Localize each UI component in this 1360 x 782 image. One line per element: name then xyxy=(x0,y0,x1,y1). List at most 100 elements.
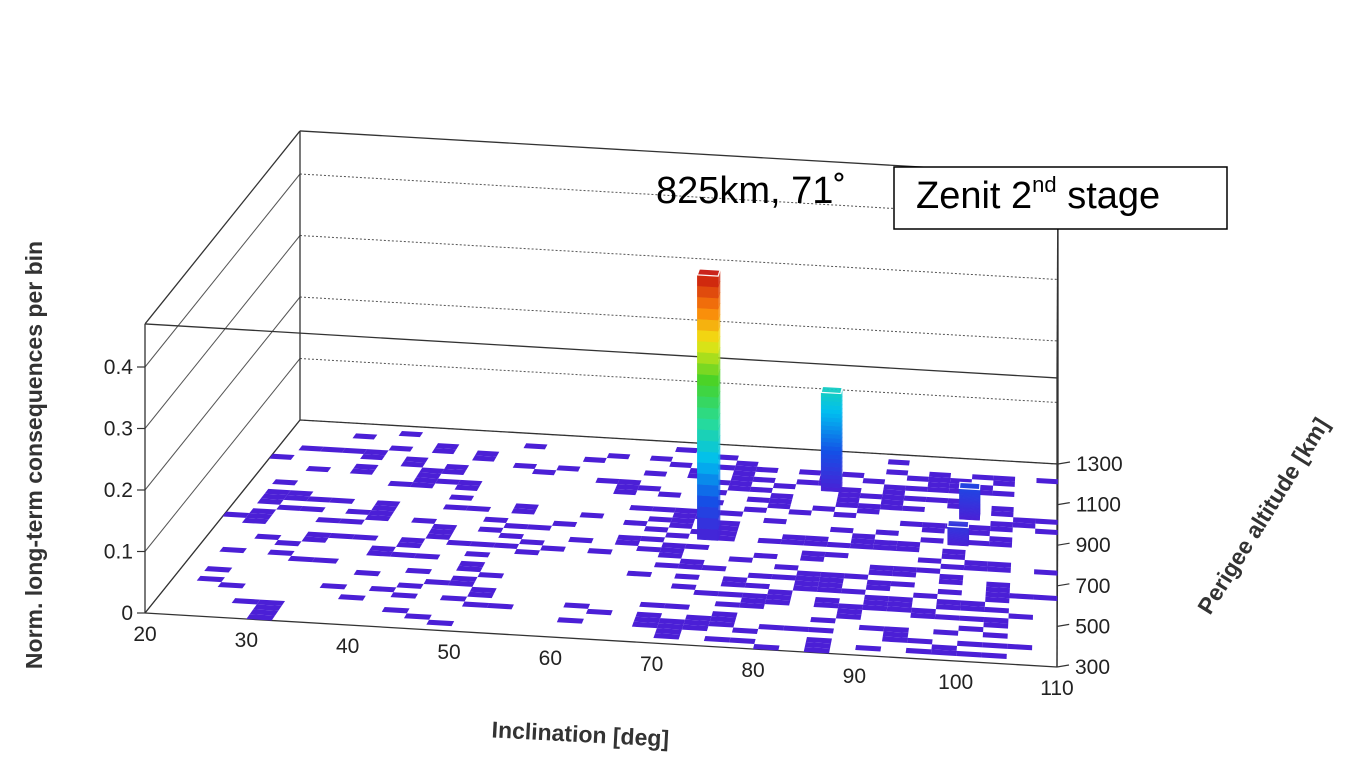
bin-tile xyxy=(711,611,738,618)
bin-tile xyxy=(879,504,903,511)
bin-tile xyxy=(799,555,825,562)
bin-tile xyxy=(683,619,710,627)
bin-tile xyxy=(412,477,439,484)
bin-tile xyxy=(767,502,791,510)
bin-tile xyxy=(851,533,876,540)
bin-tile xyxy=(714,525,739,532)
bin-tile xyxy=(338,518,365,525)
bin-tile xyxy=(855,644,882,652)
bin-tile xyxy=(651,506,677,513)
bin-tile xyxy=(640,536,666,543)
bin-tile xyxy=(670,583,697,590)
bin-tile xyxy=(986,581,1011,589)
bin-tile xyxy=(613,488,638,496)
bin-tile xyxy=(196,575,225,583)
bin-tile xyxy=(337,594,366,601)
bin-tile xyxy=(937,588,963,596)
bin-tile xyxy=(456,565,483,573)
tall-bar xyxy=(958,481,981,521)
bin-tile xyxy=(993,480,1015,487)
bin-tile xyxy=(771,574,797,581)
side-wall-gridline xyxy=(144,173,301,368)
bin-tile xyxy=(1013,517,1036,524)
bin-tile xyxy=(245,513,273,520)
box-label-superscript: nd xyxy=(1032,172,1056,197)
bin-tile xyxy=(519,539,545,546)
bin-tile xyxy=(633,616,661,624)
bin-tile xyxy=(511,508,537,515)
bin-tile xyxy=(656,623,684,630)
bin-tile xyxy=(929,471,952,479)
bin-tile xyxy=(349,468,376,475)
bar-face-segment xyxy=(697,472,719,486)
bin-tile xyxy=(907,637,933,645)
bin-tile xyxy=(792,585,818,592)
bin-tile xyxy=(448,494,475,501)
bin-tile xyxy=(400,461,426,468)
bin-tile xyxy=(716,520,741,527)
bin-tile xyxy=(803,540,828,547)
bar-top-cap xyxy=(947,519,970,529)
bar-face-segment xyxy=(697,307,719,321)
bin-tile xyxy=(423,579,451,586)
bin-tile xyxy=(395,542,423,549)
bin-tile xyxy=(903,495,927,502)
bin-tile xyxy=(743,506,768,513)
y-tick-mark xyxy=(1056,664,1070,668)
tall-bar xyxy=(820,385,843,493)
bar-face-segment xyxy=(697,461,719,475)
bin-tile xyxy=(992,490,1015,497)
bin-tile xyxy=(899,520,923,528)
bin-tile xyxy=(219,546,247,554)
bar-face-segment xyxy=(697,395,719,409)
bin-tile xyxy=(906,475,929,482)
peak-annotation: 825km, 71˚ xyxy=(656,170,846,212)
bin-tile xyxy=(287,490,314,497)
bin-tile xyxy=(729,637,756,645)
x-tick-label: 80 xyxy=(741,659,764,682)
bin-tile xyxy=(622,519,648,527)
back-wall-gridline xyxy=(299,296,1059,342)
bin-tile xyxy=(684,543,710,551)
bin-tile xyxy=(531,469,557,476)
bar-face-segment xyxy=(697,439,719,453)
bin-tile xyxy=(840,588,866,595)
bin-tile xyxy=(413,553,441,560)
x-tick-label: 60 xyxy=(539,647,562,670)
bin-tile xyxy=(731,627,759,635)
z-tick-label: 0.4 xyxy=(104,356,134,379)
bin-tile xyxy=(374,500,401,507)
bin-tile xyxy=(850,538,875,545)
bin-tile xyxy=(465,505,492,512)
bin-tile xyxy=(503,523,529,530)
x-tick-label: 70 xyxy=(640,653,663,676)
bin-tile xyxy=(655,628,682,635)
bar-face-segment xyxy=(697,362,719,376)
bin-tile xyxy=(749,486,773,493)
bin-tile xyxy=(398,430,424,438)
bar-face-segment xyxy=(697,528,719,541)
bin-tile xyxy=(717,591,744,598)
bar-top-cap xyxy=(696,268,721,277)
bin-tile xyxy=(886,606,912,613)
bin-tile xyxy=(838,486,862,494)
bin-tile xyxy=(892,566,917,573)
bar-face-segment xyxy=(697,340,719,354)
back-wall-gridline xyxy=(299,358,1059,403)
bin-tile xyxy=(551,520,578,528)
bin-tile xyxy=(304,531,332,538)
bin-tile xyxy=(353,569,381,577)
bin-tile xyxy=(439,595,468,602)
bin-tile xyxy=(315,517,342,524)
bin-tile xyxy=(829,526,854,534)
bin-tile xyxy=(956,650,982,658)
bin-tile xyxy=(930,649,957,656)
bin-tile xyxy=(483,516,509,524)
bin-tile xyxy=(801,550,826,557)
bin-tile xyxy=(960,600,986,607)
bin-tile xyxy=(681,624,709,632)
bin-tile xyxy=(881,636,908,643)
bin-tile xyxy=(431,523,458,531)
bin-tile xyxy=(368,510,395,517)
bin-tile xyxy=(396,582,424,589)
